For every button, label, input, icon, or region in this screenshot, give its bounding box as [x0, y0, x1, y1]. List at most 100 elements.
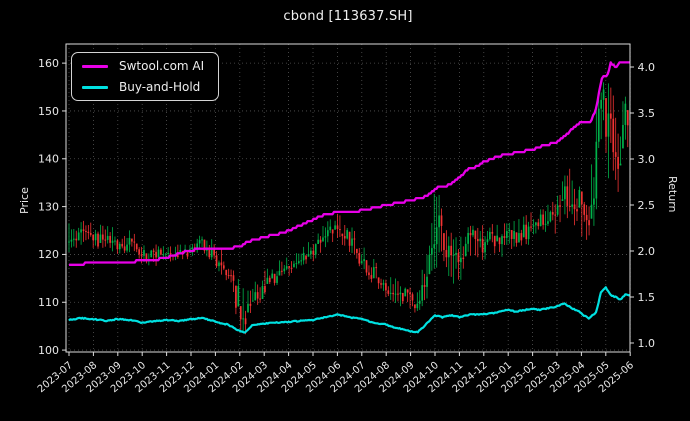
candle-body — [426, 276, 428, 287]
price-tick-label: 150 — [38, 105, 59, 118]
candle-body — [595, 141, 598, 199]
candle-body — [201, 239, 203, 241]
candle-body — [399, 292, 402, 295]
candle-body — [232, 275, 235, 281]
price-tick-label: 140 — [38, 153, 59, 166]
chart-legend: Swtool.com AI Buy-and-Hold — [71, 52, 220, 101]
candle-body — [334, 225, 336, 230]
candle-body — [549, 212, 552, 222]
candle-body — [133, 241, 136, 243]
candle-body — [239, 306, 242, 320]
candle-body — [583, 204, 586, 215]
legend-item-buyhold: Buy-and-Hold — [82, 80, 204, 94]
candle-body — [268, 277, 271, 283]
candle-body — [177, 255, 179, 257]
candle-body — [126, 244, 128, 251]
candle-body — [508, 229, 511, 232]
candle-body — [94, 233, 97, 241]
candle-body — [102, 234, 104, 240]
candle-body — [264, 286, 266, 293]
candle-body — [564, 186, 566, 200]
candle-body — [271, 273, 274, 279]
candle-body — [121, 243, 124, 247]
return-tick-label: 1.0 — [638, 337, 656, 350]
candle-body — [597, 108, 600, 142]
candle-body — [152, 250, 155, 252]
candle-body — [87, 231, 90, 234]
candle-body — [186, 252, 189, 257]
candle-body — [360, 261, 363, 264]
candle-body — [406, 289, 409, 293]
candle-body — [372, 267, 375, 279]
candle-body — [401, 292, 404, 302]
candle-body — [510, 230, 513, 239]
candle-body — [213, 247, 215, 256]
candle-body — [556, 205, 559, 215]
candle-body — [614, 152, 617, 157]
candle-body — [109, 235, 111, 243]
price-tick-label: 110 — [38, 296, 59, 309]
candle-body — [341, 233, 344, 237]
candle-body — [547, 221, 549, 224]
candle-body — [481, 238, 484, 253]
candle-body — [382, 283, 385, 285]
candle-body — [118, 243, 121, 250]
candle-body — [128, 237, 131, 245]
candle-body — [624, 103, 627, 125]
buy-and-hold-line — [68, 286, 630, 334]
candle-body — [123, 246, 126, 251]
candle-body — [312, 250, 315, 255]
candle-body — [68, 241, 70, 243]
candle-body — [501, 236, 503, 245]
candle-body — [80, 229, 82, 233]
return-tick-label: 1.5 — [638, 291, 656, 304]
candle-body — [348, 231, 351, 246]
candle-body — [143, 250, 145, 256]
candle-body — [414, 304, 416, 309]
candle-body — [460, 257, 462, 263]
candle-body — [580, 191, 583, 205]
candle-body — [392, 292, 394, 295]
candle-body — [351, 238, 353, 246]
candle-body — [111, 240, 114, 243]
candle-body — [428, 254, 431, 275]
candle-body — [329, 226, 332, 231]
buy-and-hold-swatch — [82, 85, 108, 89]
candle-body — [457, 252, 460, 263]
candle-body — [520, 233, 523, 241]
candle-body — [486, 239, 489, 243]
candle-body — [343, 236, 346, 239]
candle-body — [539, 214, 542, 227]
candle-body — [452, 254, 455, 256]
candle-body — [203, 239, 206, 251]
return-tick-label: 3.0 — [638, 153, 656, 166]
candle-body — [551, 212, 554, 215]
tick-marks — [62, 62, 634, 356]
candle-body — [281, 270, 283, 272]
candle-body — [295, 263, 298, 265]
candle-body — [600, 99, 603, 109]
plot-border — [65, 43, 631, 353]
candle-body — [247, 303, 249, 313]
candle-body — [198, 240, 201, 244]
candle-body — [157, 249, 160, 258]
candle-body — [70, 239, 73, 242]
candle-body — [256, 292, 259, 299]
candle-body — [266, 277, 269, 284]
price-tick-label: 160 — [38, 57, 59, 70]
candle-body — [150, 250, 153, 258]
candle-body — [235, 285, 237, 308]
candle-body — [404, 288, 407, 297]
candle-body — [418, 300, 421, 304]
candle-body — [462, 257, 465, 260]
candle-body — [106, 235, 109, 240]
candle-body — [227, 275, 230, 277]
candle-body — [290, 267, 293, 269]
ai-return-line — [69, 61, 630, 266]
candle-body — [230, 275, 232, 277]
candle-body — [571, 204, 573, 207]
price-tick-label: 130 — [38, 200, 59, 213]
candle-body — [220, 262, 223, 266]
